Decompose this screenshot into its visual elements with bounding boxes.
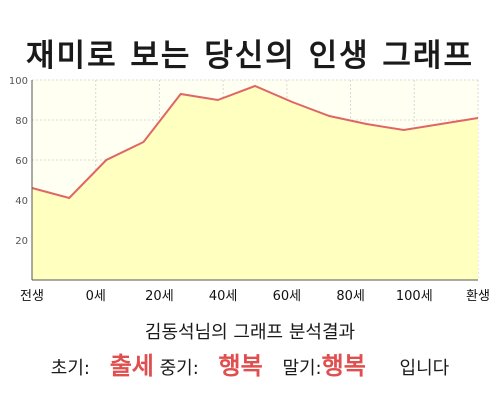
x-tick-labels: 전생 0세 20세 40세 60세 80세 100세 환생 [20,289,490,304]
analysis-summary: 김동석님의 그래프 분석결과 [144,322,356,343]
late-value: 행복 [321,352,366,380]
axes [31,80,478,281]
y-tick-label: 80 [15,116,28,127]
life-area-fill [32,86,478,280]
y-tick-labels: 20 40 60 80 100 [9,76,28,247]
x-tick-label: 20세 [145,289,174,304]
x-tick-label: 80세 [336,289,365,304]
early-label: 초기: [50,358,90,379]
life-line [31,84,479,200]
early-value: 출세 [109,352,154,380]
x-tick-label: 0세 [86,289,106,304]
analysis-result: 초기: 출세 중기: 행복 말기:행복 입니다 [0,346,500,381]
chart-title: 재미로 보는 당신의 인생 그래프 [26,38,474,74]
x-tick-label: 60세 [273,289,302,304]
middle-label: 중기: [159,358,199,379]
x-tick-label: 전생 [20,289,44,304]
x-tick-label: 환생 [466,289,490,304]
result-suffix: 입니다 [399,358,450,379]
late-label: 말기: [282,358,322,379]
y-tick-label: 20 [15,236,28,247]
x-tick-label: 100세 [396,289,433,304]
x-tick-label: 40세 [209,289,238,304]
y-tick-label: 40 [15,196,28,207]
y-tick-label: 60 [15,156,28,167]
middle-value: 행복 [218,352,263,380]
y-tick-label: 100 [9,76,28,87]
